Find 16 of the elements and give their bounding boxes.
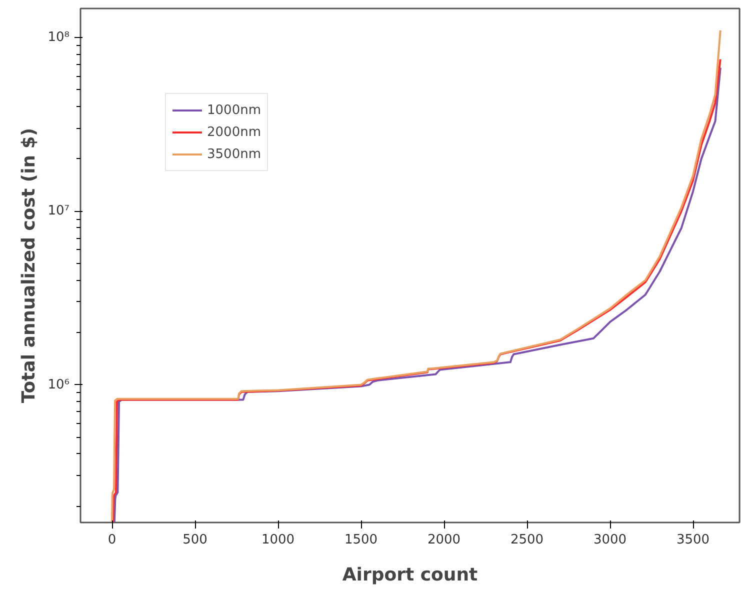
- x-tick-label: 3500: [676, 532, 710, 548]
- x-tick-label: 2500: [510, 532, 544, 548]
- x-tick-label: 1500: [344, 532, 378, 548]
- y-tick-label: 10⁸: [48, 30, 70, 46]
- legend-label: 1000nm: [207, 102, 261, 118]
- legend-label: 3500nm: [207, 146, 261, 162]
- x-axis-title: Airport count: [342, 564, 478, 586]
- x-tick-label: 500: [182, 532, 208, 548]
- legend-label: 2000nm: [207, 124, 261, 140]
- y-tick-label: 10⁷: [48, 204, 70, 219]
- x-tick-label: 2000: [427, 532, 461, 548]
- y-tick-label: 10⁶: [48, 377, 70, 392]
- y-axis-title: Total annualized cost (in $): [18, 128, 40, 404]
- x-tick-label: 0: [108, 532, 116, 548]
- x-tick-label: 3000: [593, 532, 627, 548]
- x-tick-label: 1000: [261, 532, 295, 548]
